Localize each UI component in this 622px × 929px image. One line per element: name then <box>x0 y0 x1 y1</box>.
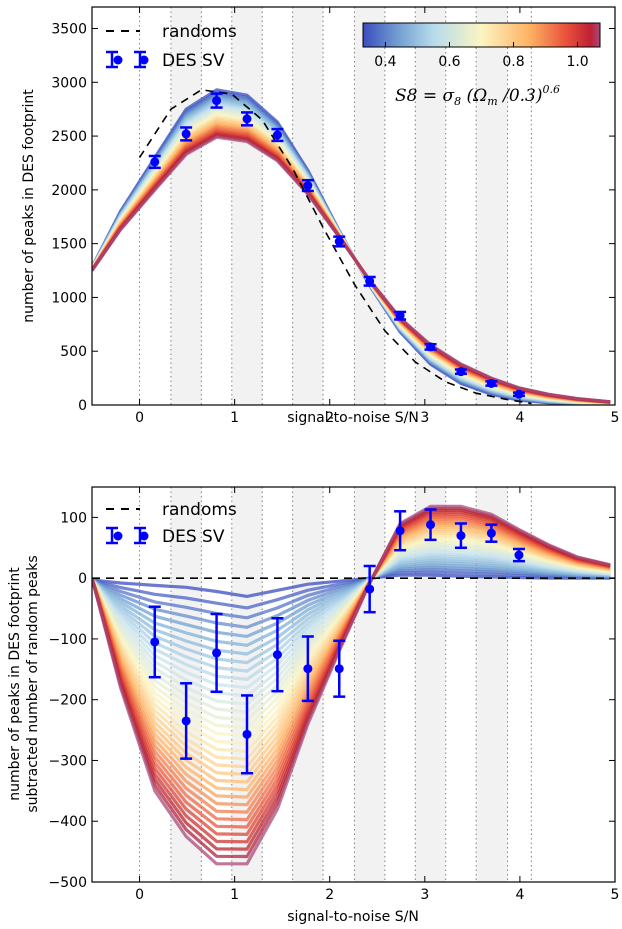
top-bin-shade <box>170 7 202 405</box>
bottom-xtick-label: 1 <box>230 887 239 903</box>
top-des-sv-point <box>272 130 282 140</box>
top-des-sv-point <box>514 389 524 399</box>
bottom-des-sv-point <box>272 650 282 660</box>
top-des-sv-point <box>242 114 252 124</box>
top-ylabel: number of peaks in DES footprint <box>21 89 37 323</box>
top-des-sv-point <box>486 378 496 388</box>
bottom-bin-shade <box>354 487 385 882</box>
bottom-ylabel-line1: number of peaks in DES footprint <box>7 567 23 801</box>
top-des-sv-points <box>148 92 525 399</box>
top-ytick-label: 0 <box>78 398 87 414</box>
top-des-sv-point <box>456 367 466 377</box>
top-ytick-label: 3000 <box>51 75 87 91</box>
top-des-sv-point <box>303 181 313 191</box>
top-xtick-label: 2 <box>325 410 334 426</box>
top-ytick-label: 1500 <box>51 237 87 253</box>
bottom-panel: 0 1 2 3 4 5 −500 −400 −300 −200 −100 0 100 randoms D… <box>7 486 620 925</box>
top-axis-ticks: 0 1 2 3 4 5 0 500 1000 1500 2000 2500 3000 3500 <box>51 7 619 426</box>
top-axes-frame <box>91 6 616 406</box>
top-randoms-line <box>138 88 532 405</box>
top-ytick-label: 500 <box>60 344 87 360</box>
bottom-ytick-label: 0 <box>78 571 87 587</box>
legend-des-sv-label: DES SV <box>162 527 225 547</box>
bottom-axes-frame <box>91 486 616 883</box>
top-model-curve <box>92 135 611 404</box>
bottom-ylabel-line2: subtracted number of random peaks <box>25 555 41 812</box>
bottom-des-sv-point <box>486 528 496 538</box>
top-bin-shade <box>354 7 385 405</box>
bottom-des-sv-point <box>303 664 313 674</box>
top-bin-shade <box>231 7 263 405</box>
bottom-des-sv-point <box>365 584 375 594</box>
bottom-ytick-label: −200 <box>49 693 87 709</box>
bottom-ytick-label: −100 <box>49 632 87 648</box>
bottom-xtick-label: 4 <box>515 887 524 903</box>
top-model-curve <box>92 134 611 404</box>
top-des-sv-point <box>365 276 375 286</box>
legend-randoms-label: randoms <box>162 500 237 520</box>
bottom-xtick-label: 3 <box>420 887 429 903</box>
bottom-ytick-label: −500 <box>49 875 87 891</box>
bottom-model-curves <box>92 504 611 866</box>
bottom-des-sv-point <box>456 531 466 541</box>
colorbar-gradient <box>362 22 601 48</box>
bottom-des-sv-point <box>242 729 252 739</box>
bottom-des-sv-point <box>395 526 405 536</box>
top-des-sv-point <box>181 129 191 139</box>
legend-des-sv-swatch <box>106 50 149 69</box>
top-des-sv-point <box>334 236 344 246</box>
bottom-des-sv-point <box>212 648 222 658</box>
top-ytick-label: 2000 <box>51 183 87 199</box>
colorbar: 0.4 0.6 0.8 1.0 S8 = σ8 (Ωm /0.3)0.6 <box>362 22 601 108</box>
bottom-ytick-label: 100 <box>60 510 87 526</box>
colorbar-tick-label: 0.6 <box>438 54 460 70</box>
top-xtick-label: 5 <box>611 410 620 426</box>
colorbar-ticks: 0.4 0.6 0.8 1.0 <box>374 42 589 70</box>
bottom-legend: randoms DES SV <box>106 500 237 547</box>
bottom-model-curve <box>92 504 611 866</box>
top-legend: randoms DES SV <box>106 22 237 71</box>
colorbar-tick-label: 0.8 <box>502 54 524 70</box>
bottom-des-sv-point <box>181 716 191 726</box>
top-panel: 0 1 2 3 4 5 0 500 1000 1500 2000 2500 3000 3500 rando… <box>21 6 619 426</box>
bottom-xtick-label: 0 <box>135 887 144 903</box>
bottom-xlabel: signal-to-noise S/N <box>287 909 419 925</box>
bottom-ytick-label: −300 <box>49 753 87 769</box>
top-xlabel: signal-to-noise S/N <box>287 410 419 426</box>
colorbar-formula: S8 = σ8 (Ωm /0.3)0.6 <box>395 83 560 108</box>
top-ytick-label: 3500 <box>51 22 87 38</box>
bottom-xtick-label: 5 <box>611 887 620 903</box>
legend-randoms-label: randoms <box>162 22 237 42</box>
top-des-sv-point <box>212 96 222 106</box>
legend-des-sv-swatch <box>106 526 149 545</box>
top-des-sv-point <box>150 157 160 167</box>
top-bin-shade <box>476 7 508 405</box>
top-xtick-label: 3 <box>420 410 429 426</box>
legend-des-sv-label: DES SV <box>162 51 225 71</box>
bottom-des-sv-points <box>148 508 525 775</box>
top-randoms-line <box>138 88 532 405</box>
top-model-curves <box>92 88 611 405</box>
bottom-ytick-label: −400 <box>49 814 87 830</box>
top-xtick-label: 1 <box>230 410 239 426</box>
top-xtick-label: 0 <box>135 410 144 426</box>
bottom-des-sv-point <box>334 664 344 674</box>
top-des-sv-point <box>395 311 405 321</box>
top-des-sv-point <box>426 342 436 352</box>
top-xtick-label: 4 <box>515 410 524 426</box>
bottom-des-sv-point <box>150 637 160 647</box>
bottom-axis-ticks: 0 1 2 3 4 5 −500 −400 −300 −200 −100 0 100 <box>49 487 620 903</box>
colorbar-tick-label: 0.4 <box>374 54 396 70</box>
bottom-xtick-label: 2 <box>325 887 334 903</box>
bottom-des-sv-point <box>514 550 524 560</box>
colorbar-tick-label: 1.0 <box>566 54 588 70</box>
top-ytick-label: 1000 <box>51 290 87 306</box>
bottom-des-sv-point <box>426 520 436 530</box>
top-ytick-label: 2500 <box>51 129 87 145</box>
